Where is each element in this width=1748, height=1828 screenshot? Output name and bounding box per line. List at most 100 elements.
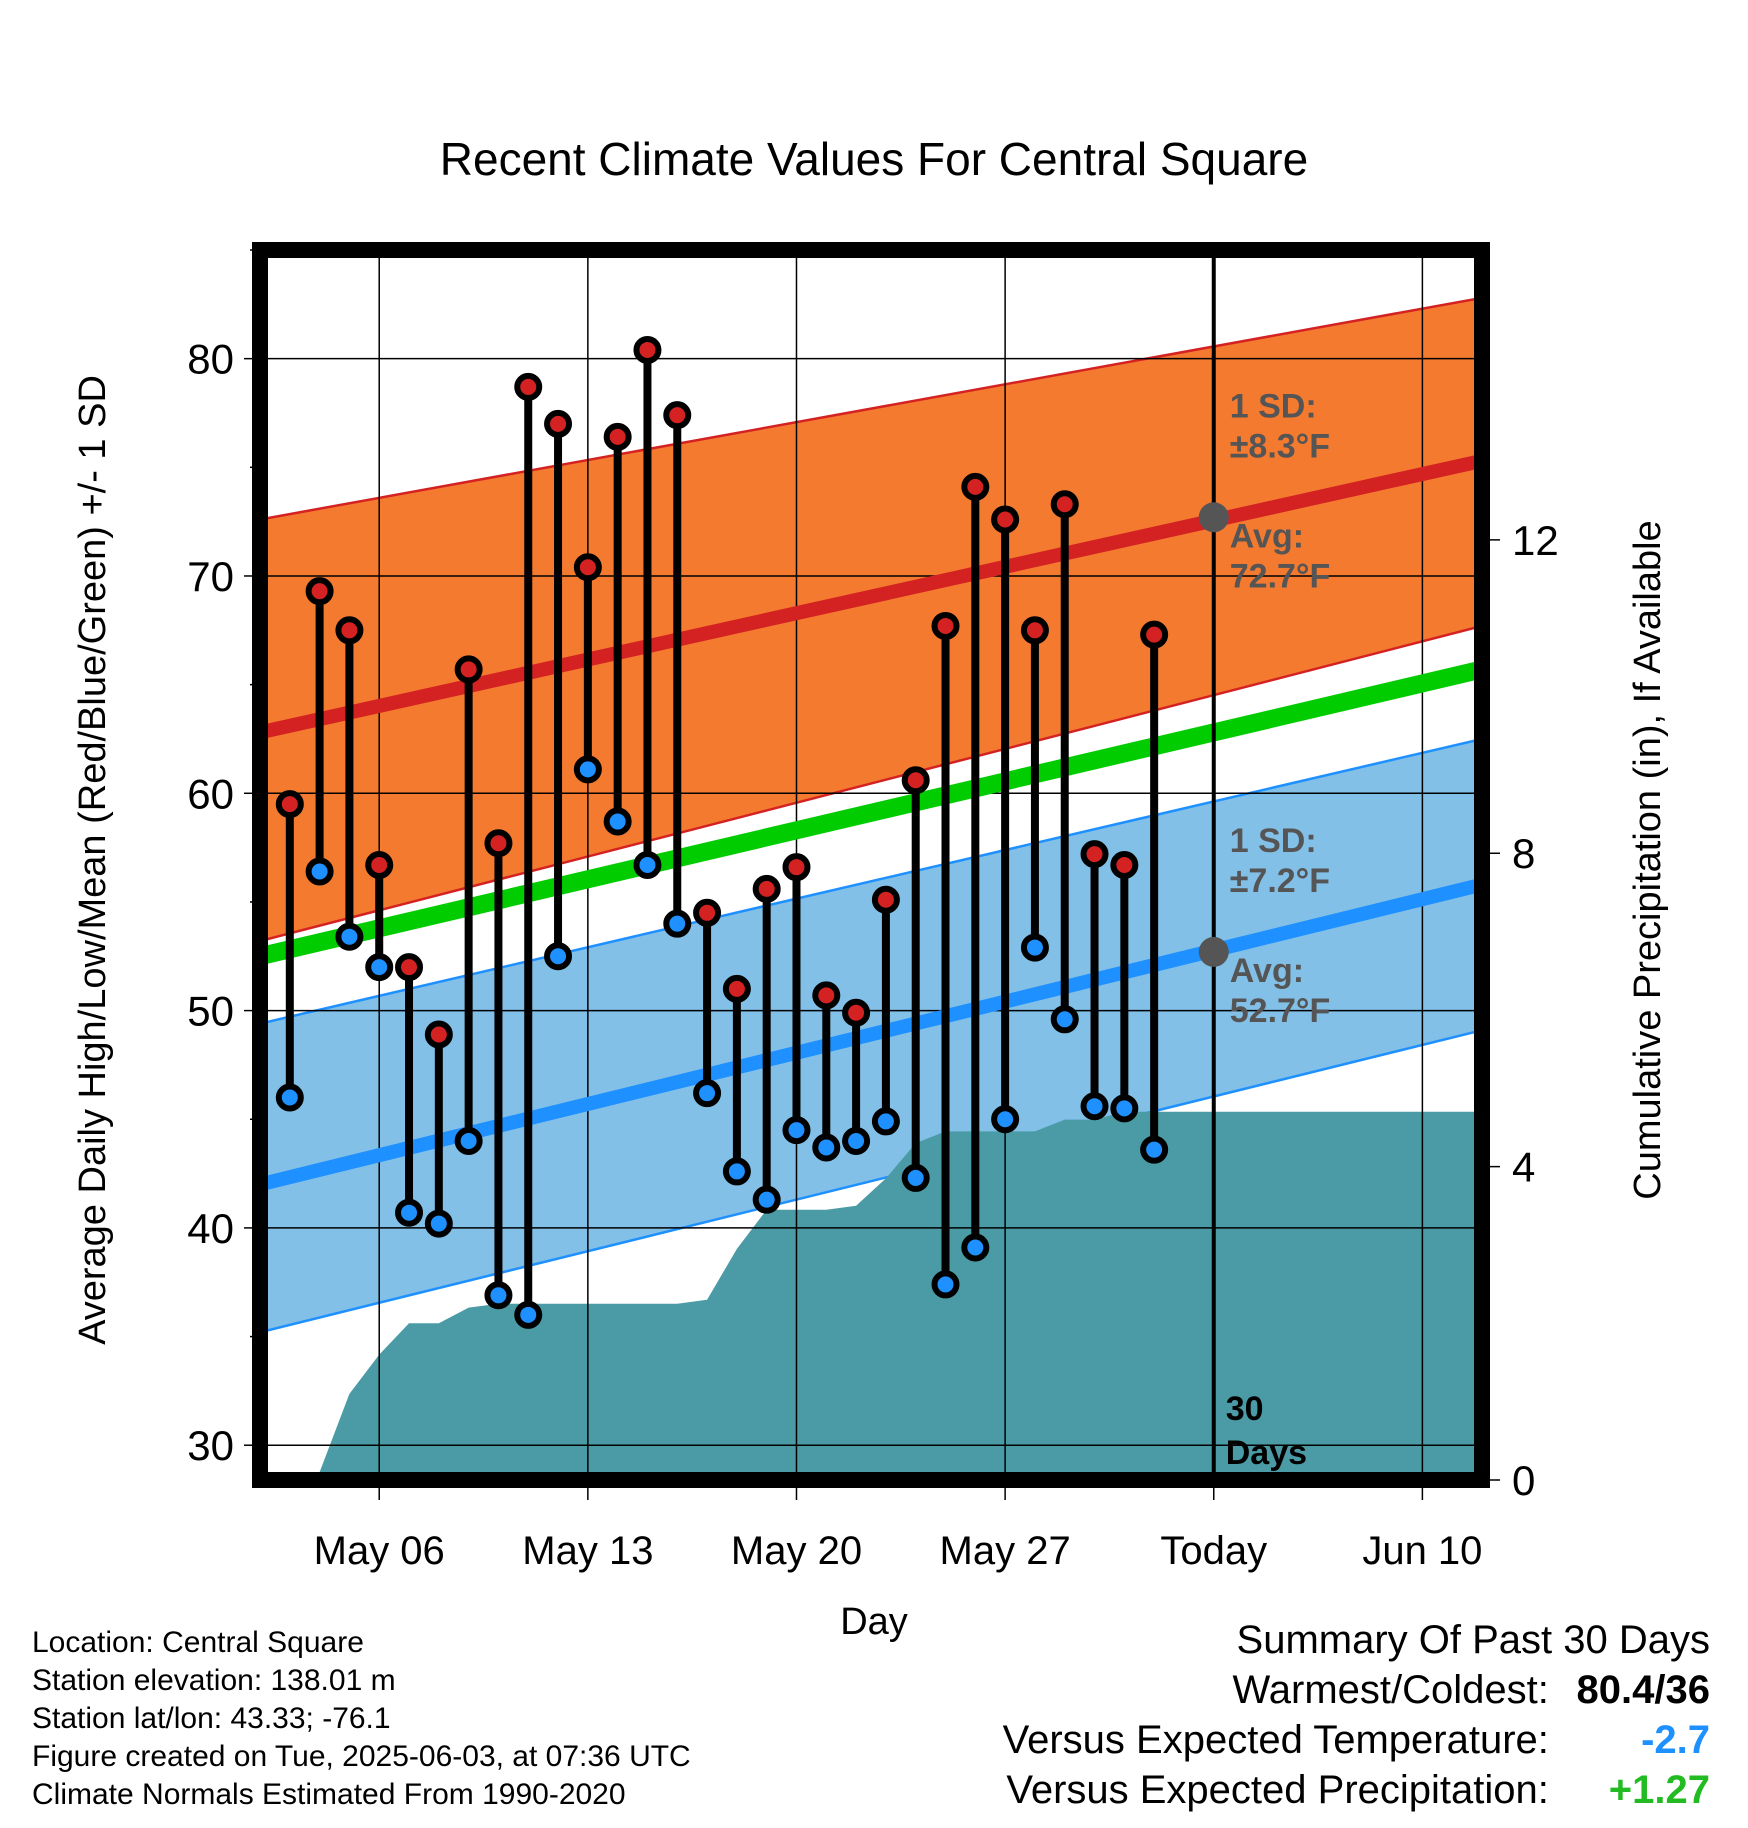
high-point <box>1173 0 1195 11</box>
high-point <box>365 851 394 879</box>
low-point <box>871 1107 900 1136</box>
low-point <box>782 1116 811 1145</box>
high-sd-title: 1 SD: <box>1230 387 1317 425</box>
high-sd-band-upper-edge <box>260 296 1482 521</box>
warmest-label: Warmest/Coldest: <box>1232 1668 1549 1712</box>
y-axis-label: Average Daily High/Low/Mean (Red/Blue/Gr… <box>72 375 114 1345</box>
temp-value: -2.7 <box>1641 1718 1710 1762</box>
high-point <box>335 616 364 645</box>
low-point <box>305 857 334 886</box>
summary-warmest: Warmest/Coldest: 80.4/36 <box>1003 1668 1711 1718</box>
high-point <box>573 553 602 582</box>
high-point <box>901 766 930 795</box>
x-tick-label: May 13 <box>522 1529 653 1573</box>
low-point <box>335 922 364 951</box>
y2-tick-label: 12 <box>1512 517 1559 564</box>
low-point <box>931 1270 960 1299</box>
x-axis-label: Day <box>840 1601 908 1643</box>
y-tick-label: 40 <box>187 1205 234 1252</box>
precip-value: +1.27 <box>1608 1768 1710 1812</box>
low-point <box>901 1163 930 1192</box>
high-normal-line <box>260 453 1482 740</box>
summary-panel: Summary Of Past 30 Days Warmest/Coldest:… <box>1003 1618 1710 1818</box>
temp-label: Versus Expected Temperature: <box>1002 1718 1549 1762</box>
low-point <box>484 1281 513 1310</box>
today-high-avg-marker <box>1198 502 1229 533</box>
low-point <box>663 909 692 938</box>
info-elevation: Station elevation: 138.01 m <box>32 1664 396 1697</box>
low-point <box>842 1126 871 1155</box>
low-point <box>454 1126 483 1155</box>
low-point <box>1020 933 1049 962</box>
high-point <box>871 885 900 914</box>
y-tick-label: 70 <box>187 553 234 600</box>
low-avg-title: Avg: <box>1230 952 1304 990</box>
days-count: 30 <box>1226 1390 1264 1428</box>
low-point <box>752 1185 781 1214</box>
high-sd-band <box>260 297 1482 942</box>
mean-normal-line <box>260 660 1482 966</box>
high-point <box>722 974 751 1003</box>
high-point <box>305 577 334 606</box>
y2-tick-label: 0 <box>1512 1457 1535 1504</box>
low-point <box>573 755 602 784</box>
high-point <box>395 953 424 982</box>
high-point <box>633 335 662 364</box>
high-point <box>424 1020 453 1049</box>
low-point <box>424 1209 453 1238</box>
low-point <box>722 1157 751 1186</box>
x-tick-label: Today <box>1160 1529 1267 1573</box>
station-info: Location: Central Square Station elevati… <box>32 1624 691 1814</box>
low-sd-title: 1 SD: <box>1230 822 1317 860</box>
days-label: Days <box>1226 1434 1307 1472</box>
low-point <box>544 942 573 971</box>
info-latlon: Station lat/lon: 43.33; -76.1 <box>32 1702 391 1735</box>
y2-tick-label: 8 <box>1512 830 1535 877</box>
y-tick-label: 80 <box>187 336 234 383</box>
x-tick-label: Jun 10 <box>1362 1529 1482 1573</box>
low-point <box>633 851 662 879</box>
low-point <box>991 1105 1020 1134</box>
high-point <box>1080 840 1109 869</box>
high-point <box>1050 490 1079 519</box>
info-normals: Climate Normals Estimated From 1990-2020 <box>32 1778 626 1811</box>
low-point <box>514 1300 543 1329</box>
x-tick-label: May 06 <box>314 1529 445 1573</box>
high-avg-title: Avg: <box>1230 517 1304 555</box>
low-sd-band-lower-edge <box>260 1028 1482 1334</box>
high-point <box>1140 620 1169 649</box>
info-location: Location: Central Square <box>32 1626 364 1659</box>
high-point <box>961 472 990 501</box>
high-point <box>603 422 632 451</box>
low-point <box>1140 1135 1169 1164</box>
summary-temperature: Versus Expected Temperature: -2.7 <box>1003 1718 1710 1768</box>
high-point <box>454 655 483 684</box>
high-point <box>931 611 960 640</box>
y-tick-label: 30 <box>187 1422 234 1469</box>
chart-title: Recent Climate Values For Central Square <box>440 133 1308 185</box>
y2-axis-label: Cumulative Precipitation (in), If Availa… <box>1627 520 1669 1199</box>
low-sd-band-upper-edge <box>260 737 1482 1025</box>
high-point <box>752 874 781 903</box>
high-point <box>514 372 543 401</box>
y-tick-label: 60 <box>187 770 234 817</box>
high-point <box>275 790 304 819</box>
today-low-avg-marker <box>1198 936 1229 967</box>
low-point <box>1173 0 1195 11</box>
low-point <box>1080 1092 1109 1121</box>
precipitation-area <box>260 1111 1482 1480</box>
info-created: Figure created on Tue, 2025-06-03, at 07… <box>32 1740 691 1773</box>
high-sd-value: ±8.3°F <box>1230 427 1330 465</box>
low-point <box>395 1198 424 1227</box>
high-point <box>544 409 573 438</box>
high-point <box>782 853 811 882</box>
warmest-value: 80.4/36 <box>1576 1668 1710 1712</box>
low-point <box>1050 1005 1079 1034</box>
high-sd-band-lower-edge <box>260 624 1482 943</box>
high-point <box>842 998 871 1027</box>
high-point <box>1110 851 1139 879</box>
high-point <box>484 829 513 858</box>
y2-tick-label: 4 <box>1512 1144 1535 1191</box>
